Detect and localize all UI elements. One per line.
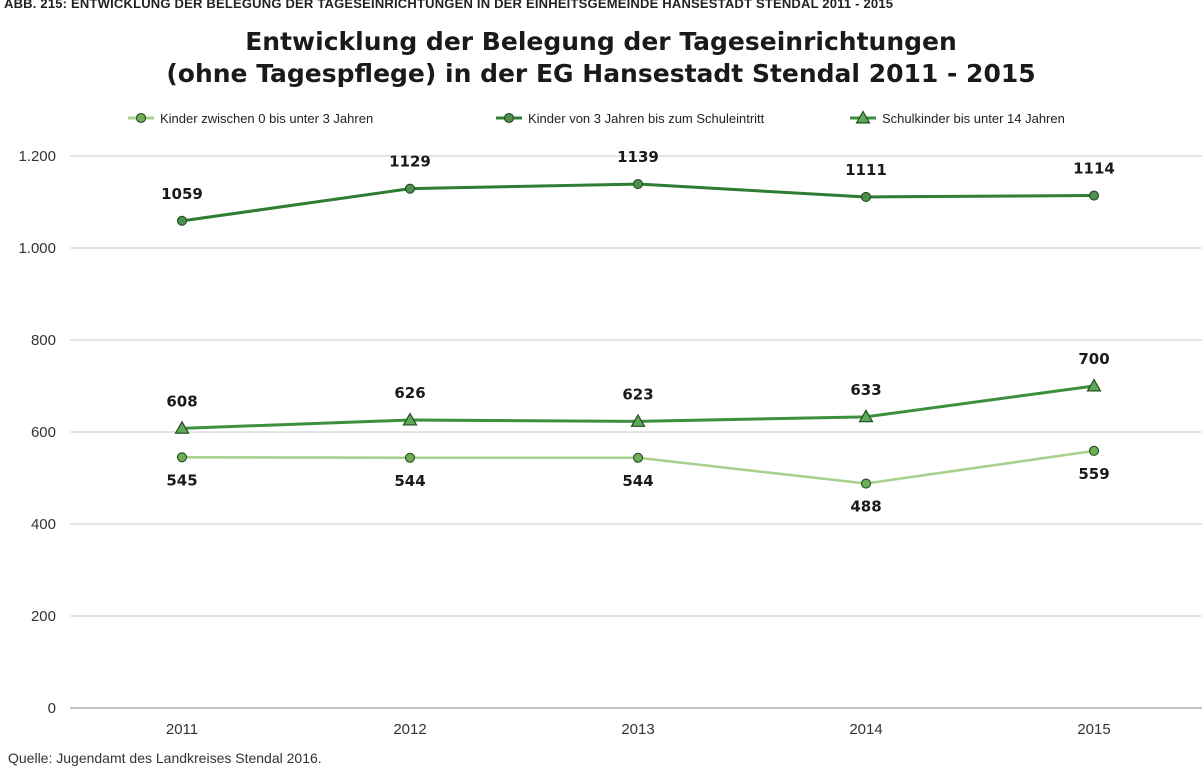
x-tick-label: 2015 — [1077, 721, 1110, 738]
x-tick-label: 2012 — [393, 721, 426, 738]
data-label: 608 — [166, 392, 197, 410]
x-tick-label: 2014 — [849, 721, 882, 738]
data-point — [858, 409, 874, 423]
data-label: 544 — [394, 472, 425, 490]
y-tick-label: 600 — [31, 424, 56, 441]
figure-caption-text: ABB. 215: ENTWICKLUNG DER BELEGUNG DER T… — [4, 0, 894, 11]
data-point — [1088, 445, 1100, 456]
legend-label: Schulkinder bis unter 14 Jahren — [882, 111, 1065, 126]
data-point — [176, 452, 188, 463]
data-label: 1139 — [617, 148, 659, 166]
y-tick-label: 1.000 — [18, 240, 56, 257]
source-note: Quelle: Jugendamt des Landkreises Stenda… — [8, 750, 322, 766]
legend-marker — [503, 112, 515, 124]
data-label: 559 — [1078, 465, 1109, 483]
data-label: 1059 — [161, 185, 203, 203]
data-point — [632, 179, 644, 190]
data-point — [404, 452, 416, 463]
chart-title: Entwicklung der Belegung der Tageseinric… — [245, 27, 957, 56]
data-point — [860, 191, 872, 202]
data-point — [176, 215, 188, 226]
data-point — [632, 452, 644, 463]
legend-marker — [855, 110, 871, 124]
data-point — [630, 413, 646, 427]
y-tick-label: 400 — [31, 516, 56, 533]
data-label: 1111 — [845, 161, 887, 179]
data-label: 1129 — [389, 153, 431, 171]
series-line-2 — [181, 182, 1095, 223]
data-label: 626 — [394, 384, 425, 402]
y-tick-label: 200 — [31, 608, 56, 625]
x-tick-label: 2011 — [166, 721, 198, 738]
data-point — [860, 478, 872, 489]
data-label: 623 — [622, 385, 653, 403]
y-tick-label: 0 — [48, 700, 56, 717]
data-point — [402, 412, 418, 426]
data-label: 544 — [622, 472, 653, 490]
legend-label: Kinder zwischen 0 bis unter 3 Jahren — [160, 111, 373, 126]
figure-caption-strip: ABB. 215: ENTWICKLUNG DER BELEGUNG DER T… — [0, 0, 1202, 14]
y-tick-label: 800 — [31, 332, 56, 349]
legend-marker — [135, 112, 147, 124]
chart-title-block: Entwicklung der Belegung der Tageseinric… — [0, 26, 1202, 90]
data-point — [174, 420, 190, 434]
data-label: 700 — [1078, 350, 1109, 368]
x-tick-label: 2013 — [621, 721, 654, 738]
data-point — [1086, 378, 1102, 392]
legend-label: Kinder von 3 Jahren bis zum Schuleintrit… — [528, 111, 765, 126]
data-label: 488 — [850, 498, 881, 516]
chart-subtitle: (ohne Tagespflege) in der EG Hansestadt … — [166, 59, 1036, 88]
data-point — [1088, 190, 1100, 201]
y-tick-label: 1.200 — [18, 148, 56, 165]
data-label: 633 — [850, 381, 881, 399]
data-label: 1114 — [1073, 160, 1115, 178]
data-label: 545 — [166, 471, 197, 489]
data-point — [404, 183, 416, 194]
